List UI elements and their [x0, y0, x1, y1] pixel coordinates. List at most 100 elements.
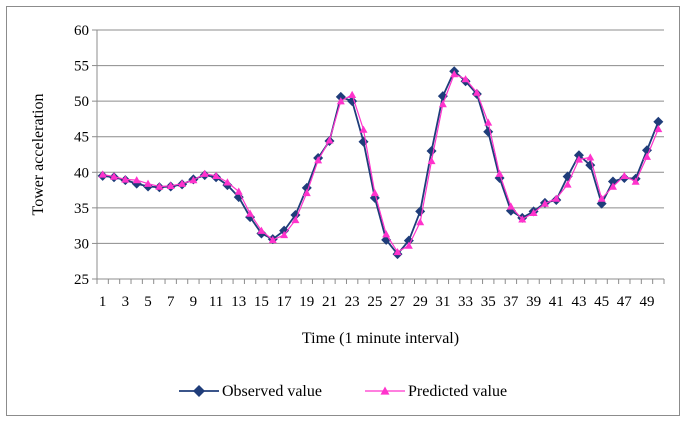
gridlines — [97, 29, 664, 244]
y-axis-label: Tower acceleration — [30, 94, 47, 216]
data-point — [518, 215, 527, 223]
data-point — [438, 99, 447, 108]
legend-marker-diamond-icon — [193, 385, 205, 397]
legend-label-observed: Observed value — [222, 383, 322, 400]
data-point — [279, 225, 290, 236]
data-point — [132, 176, 141, 184]
data-point — [144, 179, 153, 187]
legend-item-observed: Observed value — [179, 383, 322, 400]
y-tick-label: 45 — [74, 130, 89, 146]
x-tick-label: 11 — [209, 294, 223, 310]
x-tick-label: 25 — [367, 294, 382, 310]
x-tick-label: 47 — [617, 294, 633, 310]
data-point — [403, 235, 414, 246]
data-point — [574, 155, 583, 163]
data-point — [461, 75, 470, 83]
data-point — [110, 172, 119, 180]
data-point — [314, 156, 323, 164]
data-point — [540, 199, 549, 207]
data-point — [573, 150, 584, 161]
x-tick-label: 37 — [503, 294, 519, 310]
x-tick-label: 23 — [345, 294, 360, 310]
data-point — [416, 218, 425, 226]
x-tick-label: 19 — [299, 294, 314, 310]
y-tick-label: 55 — [74, 59, 89, 75]
data-point — [472, 88, 481, 96]
x-tick-label: 7 — [167, 294, 175, 310]
x-tick-label: 39 — [526, 294, 541, 310]
x-tick-label: 9 — [190, 294, 198, 310]
data-point — [608, 182, 617, 190]
x-tick-label: 31 — [435, 294, 450, 310]
data-point — [495, 169, 504, 177]
data-point — [620, 171, 629, 180]
data-point — [246, 209, 255, 217]
series-layer — [97, 66, 664, 260]
data-point — [268, 235, 277, 244]
data-point — [358, 136, 369, 147]
x-tick-label: 29 — [413, 294, 428, 310]
data-point — [484, 118, 493, 126]
data-point — [393, 247, 402, 256]
data-point — [234, 187, 243, 195]
y-tick-label: 50 — [74, 94, 89, 110]
x-tick-label: 41 — [549, 294, 564, 310]
data-point — [280, 230, 289, 239]
data-point — [98, 170, 107, 178]
chart-frame: 25 30 35 40 45 50 55 60 1 3 5 7 9 11 13 15 17 19 21 23 25 27… — [6, 6, 680, 416]
x-tick-label: 43 — [571, 294, 586, 310]
x-tick-label: 21 — [322, 294, 337, 310]
x-tick-label: 5 — [144, 294, 152, 310]
data-point — [404, 241, 413, 249]
x-tick-label: 13 — [231, 294, 246, 310]
legend: Observed value Predicted value — [179, 383, 507, 400]
data-point — [257, 226, 266, 234]
data-point — [653, 116, 664, 127]
data-point — [155, 182, 164, 190]
data-point — [212, 171, 221, 180]
data-point — [382, 230, 391, 238]
x-tick-label: 33 — [458, 294, 473, 310]
data-point — [178, 179, 187, 187]
x-tick-label: 27 — [390, 294, 406, 310]
data-point — [166, 181, 175, 190]
data-point — [631, 177, 640, 185]
series-observed-value — [97, 66, 664, 260]
x-tick-label: 49 — [639, 294, 654, 310]
x-tick-labels: 1 3 5 7 9 11 13 15 17 19 21 23 25 27 29 31 33 35 37 39 41 43 4… — [99, 294, 655, 310]
data-point — [641, 145, 652, 156]
legend-item-predicted: Predicted value — [365, 383, 507, 400]
data-point — [370, 188, 379, 197]
axes — [92, 29, 665, 284]
x-tick-label: 1 — [99, 294, 107, 310]
data-point — [586, 153, 595, 161]
y-tick-labels: 25 30 35 40 45 50 55 60 — [74, 23, 89, 288]
data-point — [529, 208, 538, 217]
data-point — [359, 125, 368, 133]
data-point — [427, 156, 436, 165]
x-axis-label: Time (1 minute interval) — [302, 330, 459, 347]
x-tick-label: 45 — [594, 294, 609, 310]
y-tick-label: 35 — [74, 201, 89, 217]
legend-label-predicted: Predicted value — [408, 383, 507, 400]
data-point — [302, 188, 311, 197]
y-tick-label: 40 — [74, 165, 89, 181]
data-point — [200, 169, 209, 177]
data-point — [483, 126, 494, 137]
data-point — [291, 215, 300, 224]
data-point — [552, 194, 561, 202]
data-point — [642, 152, 651, 160]
x-tick-label: 17 — [277, 294, 293, 310]
data-point — [348, 90, 357, 98]
x-tick-label: 35 — [481, 294, 496, 310]
y-tick-label: 60 — [74, 23, 89, 39]
data-point — [223, 178, 232, 186]
data-point — [121, 175, 130, 183]
x-tick-label: 3 — [122, 294, 130, 310]
data-point — [563, 180, 572, 188]
series-predicted-value — [98, 70, 663, 256]
data-point — [506, 202, 515, 210]
data-point — [426, 145, 437, 156]
legend-marker-triangle-icon — [380, 386, 390, 395]
